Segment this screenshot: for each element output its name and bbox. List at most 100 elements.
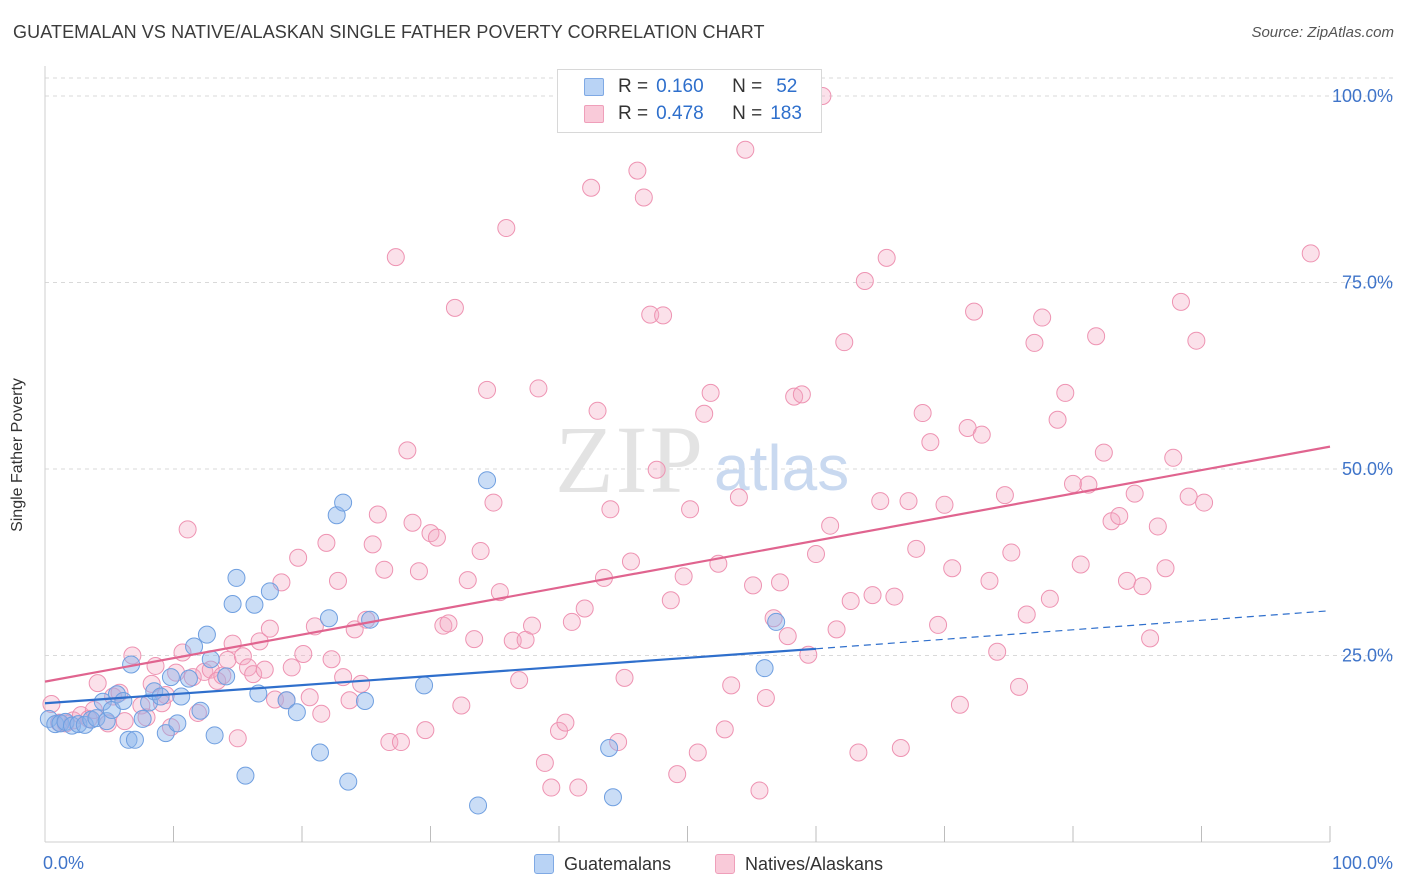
- natives-alaskans-point: [849, 743, 868, 762]
- natives-alaskans-point: [510, 671, 529, 690]
- natives-alaskans-point: [674, 567, 693, 586]
- natives-alaskans-point: [465, 630, 484, 649]
- natives-alaskans-point: [1071, 555, 1090, 574]
- natives-alaskans-point: [1301, 244, 1320, 263]
- natives-alaskans-point: [398, 441, 417, 460]
- legend-r-value: 0.160: [656, 76, 704, 97]
- natives-alaskans-point: [368, 505, 387, 524]
- natives-alaskans-point: [855, 272, 874, 291]
- natives-alaskans-point: [778, 627, 797, 646]
- natives-alaskans-point: [756, 689, 775, 708]
- guatemalans-point: [191, 701, 210, 720]
- legend-r-label: R =: [618, 103, 649, 124]
- natives-alaskans-point: [1110, 506, 1129, 525]
- natives-alaskans-point: [722, 676, 741, 695]
- natives-alaskans-point: [427, 528, 446, 547]
- guatemalans-point: [319, 609, 338, 628]
- guatemalans-point: [87, 709, 106, 728]
- natives-alaskans-point: [300, 688, 319, 707]
- guatemalans-point: [179, 669, 198, 688]
- natives-alaskans-point: [88, 674, 107, 693]
- guatemalans-point: [767, 612, 786, 631]
- guatemalans-point: [217, 667, 236, 686]
- natives-alaskans-point: [744, 576, 763, 595]
- guatemalans-trend-extension: [815, 610, 1331, 650]
- guatemalans-point: [197, 625, 216, 644]
- natives-alaskans-point: [827, 620, 846, 639]
- guatemalans-point: [236, 766, 255, 785]
- natives-alaskans-point: [363, 535, 382, 554]
- natives-alaskans-point: [42, 694, 61, 713]
- natives-alaskans-point: [1094, 443, 1113, 462]
- chart-source: Source: ZipAtlas.com: [1251, 24, 1394, 41]
- natives-alaskans-point: [115, 712, 134, 731]
- natives-alaskans-point: [208, 671, 227, 690]
- natives-alaskans-point: [523, 616, 542, 635]
- natives-alaskans-point: [807, 545, 825, 564]
- natives-alaskans-point: [929, 615, 948, 634]
- natives-alaskans-point: [1171, 292, 1190, 311]
- natives-alaskans-point: [609, 733, 628, 752]
- natives-alaskans-point: [562, 612, 581, 631]
- natives-alaskans-point: [615, 668, 634, 687]
- x-tick-label: 100.0%: [1332, 853, 1393, 873]
- guatemalans-point: [600, 739, 619, 758]
- correlation-legend: R = 0.160 N = 52 R = 0.478 N = 183: [557, 69, 822, 133]
- natives-alaskans-point: [228, 729, 247, 748]
- natives-alaskans-point: [1148, 517, 1167, 536]
- trend-lines: [44, 445, 1331, 705]
- natives-alaskans-points: [42, 87, 1320, 800]
- natives-alaskans-point: [750, 781, 769, 800]
- guatemalans-point: [161, 668, 180, 687]
- natives-alaskans-point: [529, 379, 548, 398]
- guatemalans-point: [277, 691, 296, 710]
- guatemalans-point: [287, 703, 306, 722]
- natives-alaskans-point: [1141, 629, 1160, 648]
- guatemalans-point: [205, 726, 224, 745]
- natives-alaskans-point: [1125, 484, 1144, 503]
- y-tick-label: 50.0%: [1342, 459, 1393, 479]
- legend-r-label: R =: [618, 76, 649, 97]
- natives-alaskans-point: [681, 500, 700, 519]
- natives-alaskans-point: [123, 646, 142, 665]
- natives-alaskans-point: [729, 488, 748, 507]
- natives-alaskans-point: [535, 753, 554, 772]
- natives-alaskans-point: [260, 619, 279, 638]
- guatemalans-point: [97, 712, 116, 731]
- x-tick-label: 0.0%: [43, 853, 84, 873]
- natives-alaskans-point: [575, 599, 594, 618]
- natives-alaskans-point: [218, 650, 237, 669]
- natives-alaskans-point: [294, 645, 313, 664]
- natives-alaskans-point: [695, 404, 714, 423]
- natives-alaskans-point: [569, 778, 588, 797]
- natives-alaskans-point: [484, 493, 503, 512]
- natives-alaskans-point: [1187, 331, 1206, 350]
- legend-n-label: N =: [732, 76, 763, 97]
- natives-alaskans-point: [391, 733, 410, 752]
- natives-alaskans-point: [1017, 605, 1036, 624]
- natives-alaskans-point: [452, 696, 471, 715]
- guatemalans-point: [603, 788, 622, 807]
- natives-alaskans-point: [988, 642, 1007, 661]
- natives-alaskans-point: [688, 743, 707, 762]
- natives-alaskans-point: [1156, 559, 1175, 578]
- y-tick-label: 75.0%: [1342, 273, 1393, 293]
- legend-row-guatemalans: R = 0.160 N = 52: [584, 75, 797, 99]
- natives-alaskans-point: [416, 721, 435, 740]
- natives-alaskans-point: [386, 248, 405, 267]
- natives-alaskans-point: [943, 559, 962, 578]
- natives-alaskans-point: [715, 720, 734, 739]
- watermark-atlas: atlas: [714, 432, 849, 504]
- natives-alaskans-point: [312, 704, 331, 723]
- natives-alaskans-point: [244, 665, 263, 684]
- guatemalans-point: [125, 730, 144, 749]
- natives-alaskans-point: [582, 178, 601, 197]
- guatemalans-trend-line: [44, 647, 817, 705]
- bottom-legend-natives: Natives/Alaskans: [715, 852, 883, 876]
- bottom-legend-swatch-blue: [534, 854, 554, 874]
- natives-alaskans-point: [647, 460, 666, 479]
- natives-alaskans-point: [654, 306, 673, 325]
- natives-alaskans-point: [471, 542, 490, 561]
- legend-n-value: 52: [776, 76, 798, 97]
